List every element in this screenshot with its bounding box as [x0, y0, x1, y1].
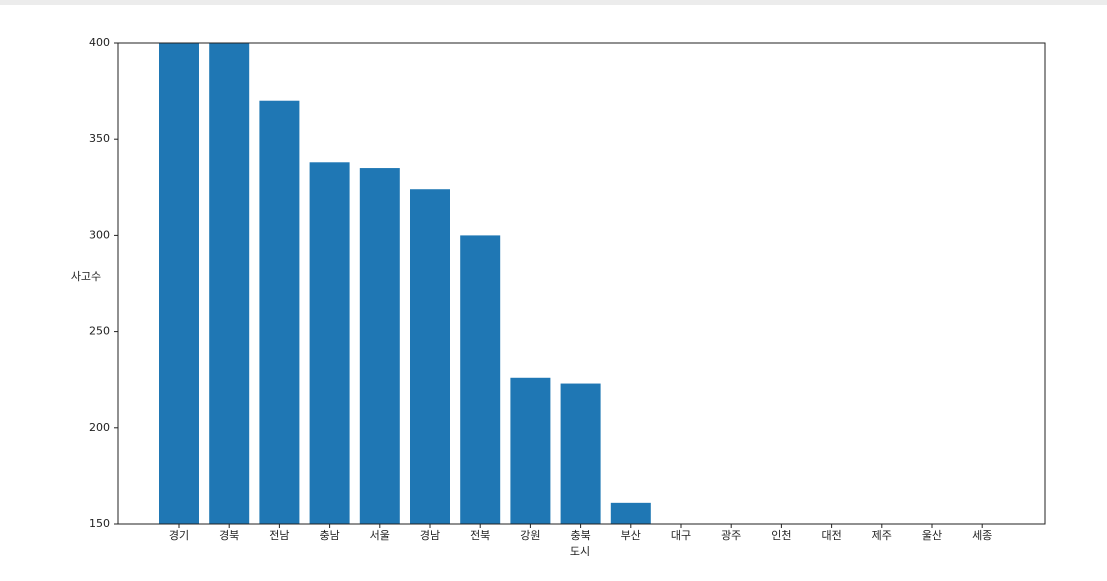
- x-tick-label: 부산: [621, 529, 641, 542]
- x-tick-label: 전북: [470, 529, 490, 542]
- y-tick-label: 400: [89, 36, 110, 49]
- x-tick-label: 충남: [319, 529, 339, 542]
- top-bar: [0, 0, 1107, 5]
- bar: [209, 43, 250, 524]
- y-tick-label: 300: [89, 228, 110, 241]
- x-tick-label: 대전: [821, 529, 841, 542]
- plot-frame: [117, 42, 1046, 525]
- x-tick-label: 경남: [420, 529, 440, 542]
- x-tick-label: 경북: [219, 529, 239, 542]
- y-tick-label: 200: [89, 421, 110, 434]
- bar: [359, 168, 400, 524]
- bar: [159, 43, 199, 524]
- y-tick-label: 350: [89, 132, 110, 145]
- bars: [159, 43, 651, 524]
- x-tick-label: 울산: [922, 529, 942, 542]
- bar: [460, 235, 501, 524]
- x-tick-label: 제주: [872, 529, 892, 542]
- x-axis-label: 도시: [570, 545, 590, 558]
- x-tick-label: 대구: [671, 529, 691, 542]
- bar: [309, 162, 350, 524]
- bar: [610, 502, 651, 524]
- x-tick-label: 광주: [721, 529, 741, 542]
- x-tick-label: 전남: [269, 529, 289, 542]
- x-tick-label: 충북: [570, 529, 590, 542]
- y-tick-label: 150: [89, 517, 110, 530]
- x-tick-label: 인천: [771, 528, 791, 542]
- x-tick-label: 강원: [520, 529, 540, 542]
- x-tick-label: 경기: [169, 529, 189, 542]
- y-tick-label: 250: [89, 325, 110, 338]
- bar: [510, 377, 551, 524]
- bar: [259, 100, 300, 524]
- x-tick-label: 세종: [972, 529, 992, 542]
- x-tick-label: 서울: [370, 529, 390, 542]
- bar: [560, 383, 601, 524]
- y-axis-label: 사고수: [71, 270, 101, 283]
- bar: [410, 189, 450, 524]
